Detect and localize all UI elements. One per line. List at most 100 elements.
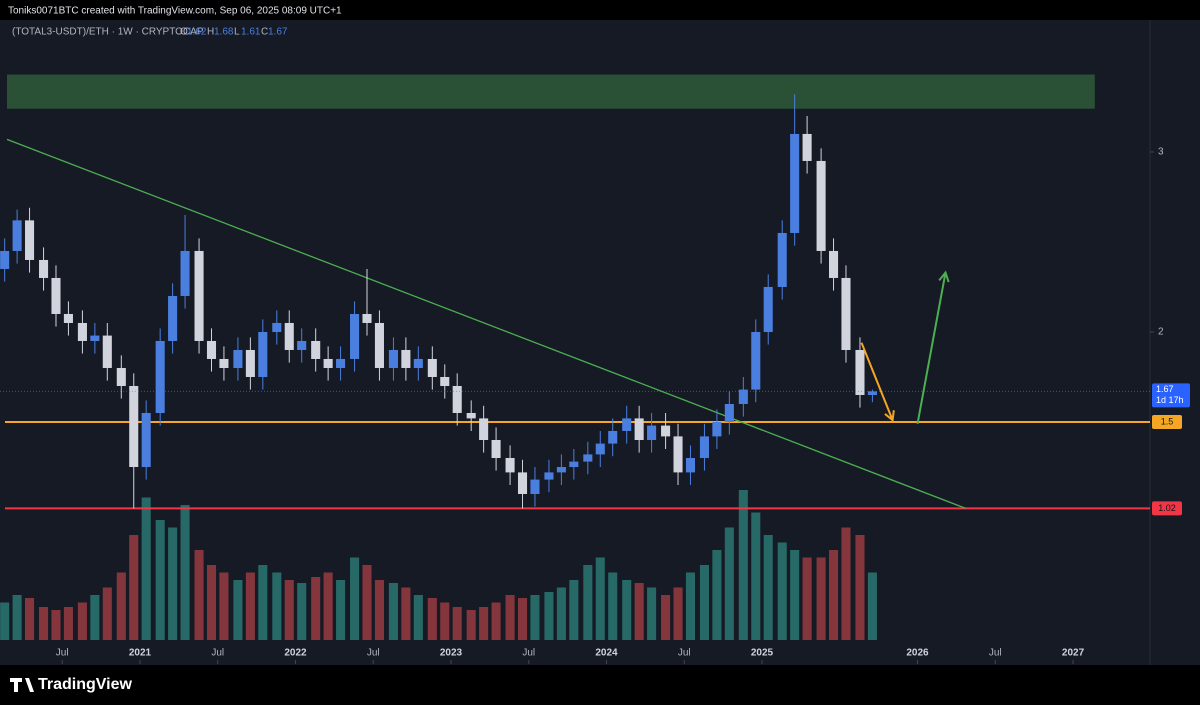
volume-bar <box>413 595 423 640</box>
candle-body <box>233 349 243 368</box>
volume-bar <box>505 595 515 640</box>
candle-body <box>206 340 217 359</box>
x-tick-label: 2027 <box>1062 648 1085 659</box>
volume-bar <box>777 542 787 640</box>
volume-bar <box>0 602 10 640</box>
volume-bar <box>297 583 307 640</box>
candle-body <box>168 295 178 341</box>
candle-body <box>102 335 112 368</box>
candle-body <box>712 421 722 437</box>
volume-bar <box>12 595 22 640</box>
candle-body <box>802 133 812 161</box>
volume-bar <box>440 602 450 640</box>
legend-value: 1.68 <box>214 27 234 38</box>
x-tick-label: Jul <box>56 648 69 659</box>
volume-bar <box>763 535 773 640</box>
volume-bar <box>634 583 644 640</box>
candle-body <box>556 466 566 473</box>
volume-bar <box>350 557 360 640</box>
candle-body <box>738 389 748 404</box>
volume-bar <box>129 535 139 640</box>
candle-body <box>141 412 151 467</box>
candle-body <box>491 439 501 458</box>
volume-bar <box>712 550 722 640</box>
candle-body <box>583 454 593 462</box>
candle-body <box>517 472 528 495</box>
candle-body <box>867 391 877 395</box>
candle-body <box>350 313 360 359</box>
candle-body <box>724 403 734 422</box>
volume-bar <box>323 572 333 640</box>
candle-body <box>751 331 761 390</box>
candle-body <box>544 472 554 480</box>
candle-body <box>569 461 579 467</box>
level-label-box <box>1152 501 1182 516</box>
candle-body <box>790 133 800 233</box>
candle-body <box>479 418 489 440</box>
x-tick-label: 2022 <box>284 648 307 659</box>
volume-bar <box>219 572 229 640</box>
candle-body <box>116 367 126 386</box>
candle-body <box>245 349 255 377</box>
volume-bar <box>673 587 683 640</box>
volume-bar <box>233 580 243 640</box>
level-label-box <box>1152 414 1182 429</box>
candle-body <box>466 412 476 419</box>
volume-bar <box>855 535 865 640</box>
trendline <box>6 138 966 510</box>
candle-body <box>452 385 462 413</box>
volume-bar <box>374 580 384 640</box>
volume-bar <box>116 572 126 640</box>
candle-body <box>401 349 411 368</box>
volume-bar <box>724 527 734 640</box>
volume-bar <box>802 557 812 640</box>
candle-body <box>699 436 709 458</box>
legend-label: C <box>261 27 268 38</box>
volume-bar <box>362 565 372 640</box>
candle-body <box>0 250 10 269</box>
volume-bar <box>569 580 579 640</box>
volume-bar <box>699 565 709 640</box>
volume-bar <box>63 607 73 640</box>
volume-bar <box>77 602 87 640</box>
volume-bar <box>180 505 190 640</box>
candle-body <box>841 277 851 350</box>
volume-bar <box>194 550 204 640</box>
volume-bar <box>102 587 112 640</box>
volume-bar <box>427 598 437 640</box>
candle-body <box>77 322 87 341</box>
volume-bar <box>336 580 346 640</box>
candle-body <box>129 385 139 467</box>
volume-bar <box>141 497 151 640</box>
x-tick-label: 2026 <box>906 648 929 659</box>
volume-bar <box>595 557 605 640</box>
candle-body <box>180 250 190 296</box>
candle-body <box>297 340 307 350</box>
candle-body <box>336 358 346 368</box>
volume-bar <box>790 550 800 640</box>
volume-bar <box>51 610 61 640</box>
candle-body <box>219 358 229 368</box>
volume-bar <box>388 583 398 640</box>
candle-body <box>362 313 372 323</box>
candle-body <box>440 376 450 386</box>
candle-body <box>374 322 384 368</box>
symbol: (TOTAL3-USDT)/ETH · 1W · CRYPTOCAP <box>12 27 204 38</box>
x-tick-label: Jul <box>522 648 535 659</box>
x-tick-label: Jul <box>211 648 224 659</box>
candle-body <box>661 425 671 437</box>
candle-body <box>427 358 437 377</box>
arrow <box>916 270 950 424</box>
volume-bar <box>738 490 748 640</box>
volume-bar <box>544 592 554 640</box>
candle-body <box>25 220 35 260</box>
last-price: 1.67 <box>1156 384 1174 394</box>
volume-bar <box>25 598 35 640</box>
candle-body <box>413 358 423 368</box>
volume-bar <box>841 527 851 640</box>
candle-body <box>155 340 165 413</box>
volume-bar <box>206 565 217 640</box>
candle-body <box>673 436 683 473</box>
volume-bar <box>556 587 566 640</box>
